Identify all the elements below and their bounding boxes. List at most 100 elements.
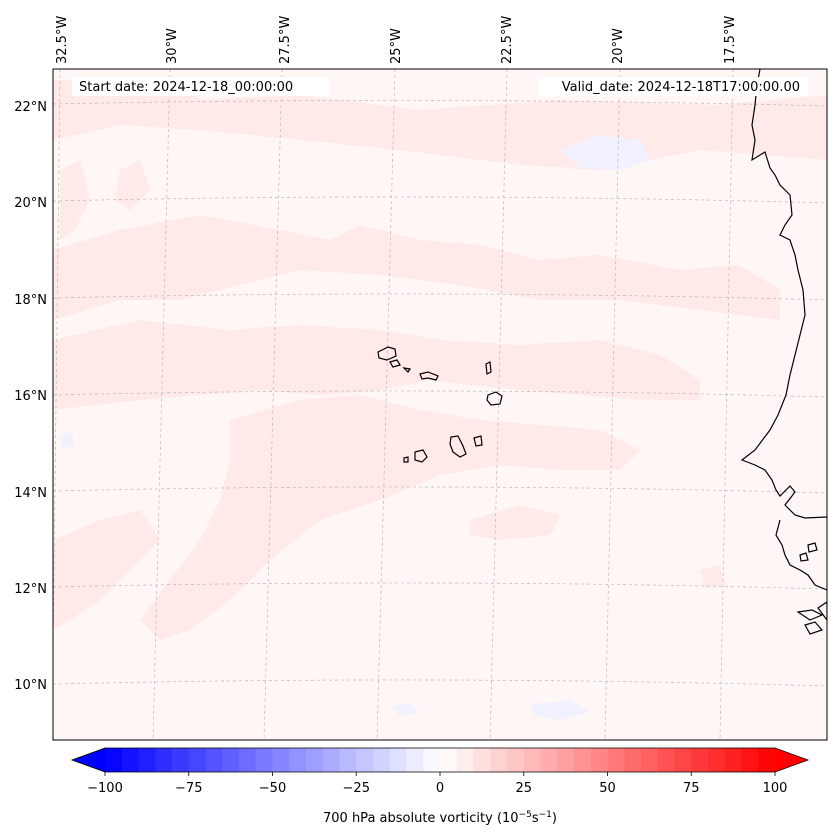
colorbar-cell — [155, 748, 173, 772]
parallel-16n — [53, 390, 827, 398]
colorbar-cell — [356, 748, 374, 772]
colorbar-cell — [440, 748, 458, 772]
colorbar-cell — [138, 748, 156, 772]
lon-label-27-5w: 27.5°W — [278, 16, 293, 64]
colorbar-tick-label: 75 — [683, 781, 700, 796]
meridian-25w — [376, 69, 396, 740]
lat-label-20n: 20°N — [14, 196, 47, 211]
lat-label-14n: 14°N — [14, 486, 47, 501]
parallel-12n — [53, 582, 827, 590]
meridian-22-5w — [489, 69, 508, 740]
colorbar-cell — [339, 748, 357, 772]
colorbar-cell — [188, 748, 206, 772]
start-date-box — [72, 77, 330, 96]
colorbar-cell — [473, 748, 491, 772]
colorbar-cell — [406, 748, 424, 772]
colorbar-max-extend — [775, 748, 808, 772]
parallel-20n — [53, 196, 827, 204]
negative-vorticity-patches — [60, 135, 650, 720]
cape-verde-maio — [473, 435, 483, 447]
colorbar-tick-label: −100 — [87, 781, 123, 796]
colorbar-cell — [255, 748, 273, 772]
cape-verde-sal — [485, 361, 492, 375]
field-background — [53, 69, 827, 740]
meridian-20w — [604, 69, 621, 740]
parallel-10n — [53, 679, 827, 687]
colorbar-tick-label: −75 — [175, 781, 202, 796]
colorbar-ticks: −100 −75 −50 −25 0 25 50 75 100 — [87, 772, 787, 796]
colorbar-cell — [239, 748, 257, 772]
colorbar-cell — [272, 748, 290, 772]
colorbar-tick-label: 0 — [436, 781, 444, 796]
colorbar-cell — [222, 748, 240, 772]
cape-verde-santa-luzia — [402, 367, 412, 373]
colorbar-cell — [691, 748, 709, 772]
map-frame — [52, 68, 828, 741]
colorbar-tick-label: 50 — [599, 781, 616, 796]
cape-verde-sao-vicente — [389, 359, 401, 368]
parallel-14n — [53, 486, 827, 494]
parallel-18n — [53, 293, 827, 301]
colorbar-cell — [674, 748, 692, 772]
coastlines — [377, 69, 827, 635]
colorbar-min-extend — [72, 748, 105, 772]
colorbar-cell — [523, 748, 541, 772]
colorbar-cell — [758, 748, 776, 772]
cape-verde-santiago — [449, 435, 467, 458]
colorbar-cell — [205, 748, 223, 772]
colorbar-cell — [724, 748, 742, 772]
colorbar-cell — [741, 748, 759, 772]
colorbar-cell — [423, 748, 441, 772]
colorbar-label: 700 hPa absolute vorticity (10−5s−1) — [323, 810, 557, 826]
colorbar-cell — [322, 748, 340, 772]
lat-label-10n: 10°N — [14, 678, 47, 693]
colorbar-cell — [105, 748, 123, 772]
lat-label-18n: 18°N — [14, 293, 47, 308]
colorbar-cell — [574, 748, 592, 772]
senegal-coast — [775, 519, 827, 591]
colorbar-cell — [389, 748, 407, 772]
colorbar-cell — [641, 748, 659, 772]
cape-verde-sao-nicolau — [419, 371, 439, 381]
colorbar-cell — [557, 748, 575, 772]
colorbar-cell — [121, 748, 139, 772]
colorbar-cell — [172, 748, 190, 772]
guinea-bissau-islands — [796, 601, 827, 635]
cape-verde-santo-antao — [377, 346, 397, 361]
lat-label-12n: 12°N — [14, 582, 47, 597]
vorticity-field — [53, 69, 827, 740]
lon-label-22-5w: 22.5°W — [500, 16, 515, 64]
african-coastline — [740, 69, 827, 519]
colorbar-cell — [289, 748, 307, 772]
colorbar-tick-label: −50 — [259, 781, 286, 796]
lon-label-30w: 30°W — [165, 28, 180, 64]
lat-label-22n: 22°N — [14, 100, 47, 115]
valid-date-box — [538, 77, 808, 96]
parallel-22n — [53, 100, 827, 107]
latitude-labels: 22°N 20°N 18°N 16°N 14°N 12°N 10°N — [14, 100, 47, 693]
meridian-17-5w — [719, 69, 734, 740]
colorbar-cell — [540, 748, 558, 772]
colorbar-cell — [590, 748, 608, 772]
lon-label-25w: 25°W — [389, 28, 404, 64]
colorbar-cell — [507, 748, 525, 772]
colorbar-tick-label: 25 — [515, 781, 532, 796]
colorbar-cell — [657, 748, 675, 772]
cape-verde-boa-vista — [486, 391, 503, 406]
cape-verde-brava — [403, 456, 409, 463]
colorbar-cell — [373, 748, 391, 772]
colorbar-cell — [490, 748, 508, 772]
lat-label-16n: 16°N — [14, 389, 47, 404]
colorbar-cell — [607, 748, 625, 772]
colorbar-cell — [708, 748, 726, 772]
colorbar: −100 −75 −50 −25 0 25 50 75 100 700 hPa absolute… — [70, 747, 810, 826]
longitude-labels: 32.5°W 30°W 27.5°W 25°W 22.5°W 20°W 17.5… — [55, 16, 738, 64]
colorbar-cell — [624, 748, 642, 772]
colorbar-cells — [72, 748, 808, 772]
lon-label-32-5w: 32.5°W — [55, 16, 70, 64]
lon-label-17-5w: 17.5°W — [723, 16, 738, 64]
colorbar-tick-label: −25 — [343, 781, 370, 796]
colorbar-cell — [306, 748, 324, 772]
colorbar-cell — [456, 748, 474, 772]
